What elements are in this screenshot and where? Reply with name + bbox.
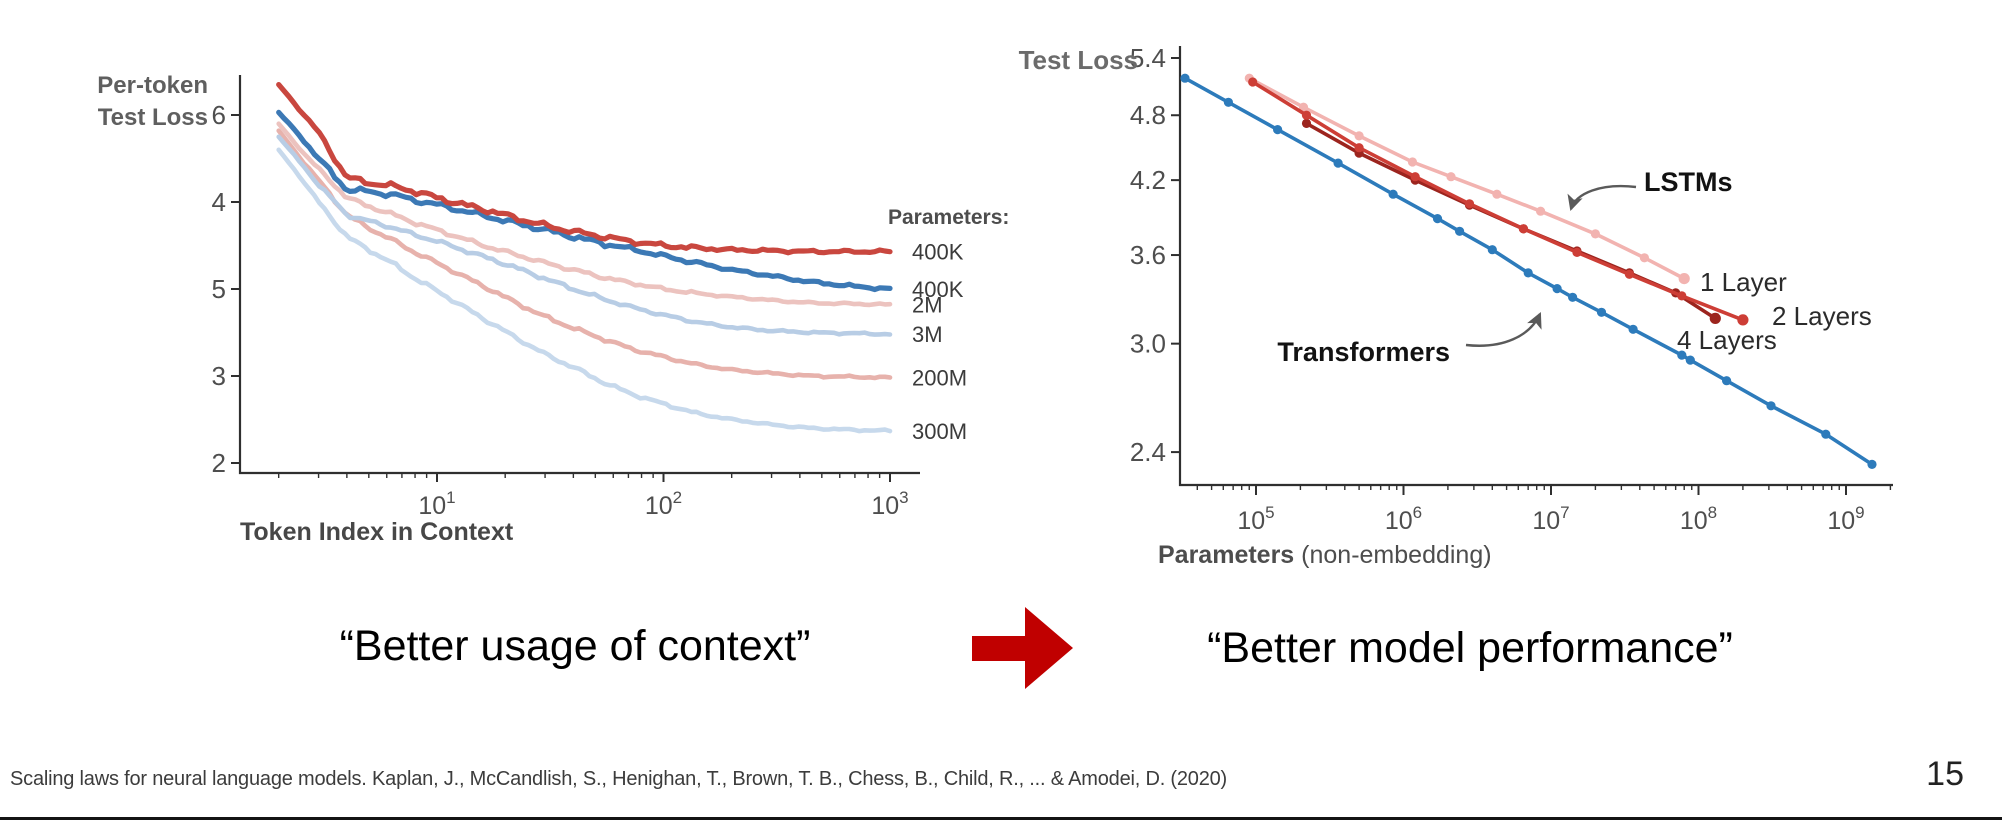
data-point: [1301, 118, 1312, 128]
data-point: [1639, 253, 1649, 263]
data-point: [1722, 376, 1732, 386]
left-ylabel-line2: Test Loss: [98, 104, 208, 131]
data-point: [1407, 157, 1418, 167]
data-point: [1248, 77, 1258, 87]
bottom-rule: [0, 817, 2002, 820]
loss-curve-300m-5: [276, 147, 893, 434]
svg-text:107: 107: [1532, 503, 1569, 535]
page-number: 15: [1926, 755, 1964, 793]
data-point: [1455, 226, 1465, 236]
legend-label-5: 300M: [912, 419, 967, 444]
label-1-layer: 1 Layer: [1700, 267, 1787, 297]
svg-text:2.4: 2.4: [1130, 437, 1166, 467]
data-point: [1354, 143, 1364, 153]
data-point: [1590, 229, 1600, 239]
right-quote: “Better model performance”: [1207, 624, 1733, 672]
data-point: [1685, 355, 1695, 365]
data-point: [1678, 273, 1690, 285]
svg-text:4.2: 4.2: [1130, 165, 1166, 195]
data-point: [1709, 312, 1721, 324]
svg-text:109: 109: [1827, 503, 1864, 535]
transformers-annotation: Transformers: [1277, 337, 1450, 367]
data-point: [1464, 199, 1475, 209]
svg-text:5.4: 5.4: [1130, 43, 1166, 73]
data-point: [1388, 189, 1398, 199]
loss-curve-400k-1: [276, 109, 893, 293]
legend-label-0: 400K: [912, 240, 964, 265]
svg-text:3.0: 3.0: [1130, 329, 1166, 359]
data-point: [1677, 350, 1687, 360]
left-xlabel: Token Index in Context: [240, 518, 514, 546]
data-point: [1273, 125, 1283, 135]
data-point: [1446, 172, 1456, 182]
red-arrow: [972, 607, 1073, 689]
loss-curve-200m-4: [276, 128, 893, 381]
test-loss-vs-params-chart: 5.4 4.8 4.2 3.6 3.0 2.4 105 106 107 108 109: [1130, 43, 1893, 535]
curve-2-layers: [1251, 80, 1744, 322]
data-point: [1410, 172, 1420, 182]
data-point: [1552, 284, 1562, 294]
svg-text:3.6: 3.6: [1130, 240, 1166, 270]
legend-label-4: 200M: [912, 366, 967, 391]
legend-label-1: 400K: [912, 277, 964, 302]
svg-text:6: 6: [212, 100, 226, 130]
data-point: [1301, 110, 1312, 120]
data-point: [1596, 307, 1607, 317]
right-ylabel: Test Loss: [1019, 45, 1138, 75]
label-4-layers: 4 Layers: [1677, 325, 1777, 355]
curve-1-layer: [1248, 76, 1686, 281]
svg-text:4.8: 4.8: [1130, 100, 1166, 130]
data-point: [1867, 459, 1877, 469]
legend-label-2: 2M: [912, 293, 943, 318]
data-point: [1821, 429, 1831, 439]
label-2-layers: 2 Layers: [1772, 301, 1872, 331]
data-point: [1180, 73, 1190, 83]
data-point: [1354, 131, 1364, 141]
data-point: [1737, 314, 1749, 326]
data-point: [1333, 158, 1343, 168]
svg-text:103: 103: [871, 488, 908, 520]
legend-label-3: 3M: [912, 322, 943, 347]
data-point: [1568, 292, 1578, 302]
data-point: [1487, 245, 1497, 255]
svg-text:102: 102: [645, 488, 682, 520]
svg-text:2: 2: [212, 448, 226, 478]
data-point: [1298, 102, 1309, 112]
svg-text:3: 3: [212, 361, 226, 391]
data-point: [1766, 401, 1776, 411]
data-point: [1223, 97, 1233, 107]
data-point: [1492, 189, 1502, 199]
left-quote: “Better usage of context”: [339, 622, 811, 670]
data-point: [1572, 247, 1582, 257]
right-xlabel: Parameters (non-embedding): [1158, 541, 1492, 569]
svg-text:105: 105: [1237, 503, 1274, 535]
legend-title: Parameters:: [888, 206, 1009, 229]
data-point: [1624, 269, 1634, 279]
citation: Scaling laws for neural language models.…: [10, 768, 1228, 790]
data-point: [1628, 324, 1638, 334]
left-ylabel-line1: Per-token: [97, 72, 208, 99]
data-point: [1518, 224, 1528, 234]
loss-curve-2m-2: [276, 121, 893, 308]
data-point: [1536, 206, 1546, 216]
transformers-arrow: [1465, 312, 1542, 347]
loss-curve-400k-0: [276, 82, 893, 256]
loss-curve-3m-3: [276, 134, 893, 337]
lstms-annotation: LSTMs: [1644, 167, 1733, 197]
svg-text:108: 108: [1680, 503, 1717, 535]
svg-text:5: 5: [212, 274, 226, 304]
data-point: [1677, 291, 1687, 301]
svg-text:101: 101: [418, 488, 455, 520]
svg-text:106: 106: [1385, 503, 1422, 535]
svg-text:4: 4: [212, 187, 226, 217]
lstms-arrow: [1567, 184, 1637, 212]
data-point: [1523, 268, 1533, 278]
data-point: [1432, 214, 1443, 224]
